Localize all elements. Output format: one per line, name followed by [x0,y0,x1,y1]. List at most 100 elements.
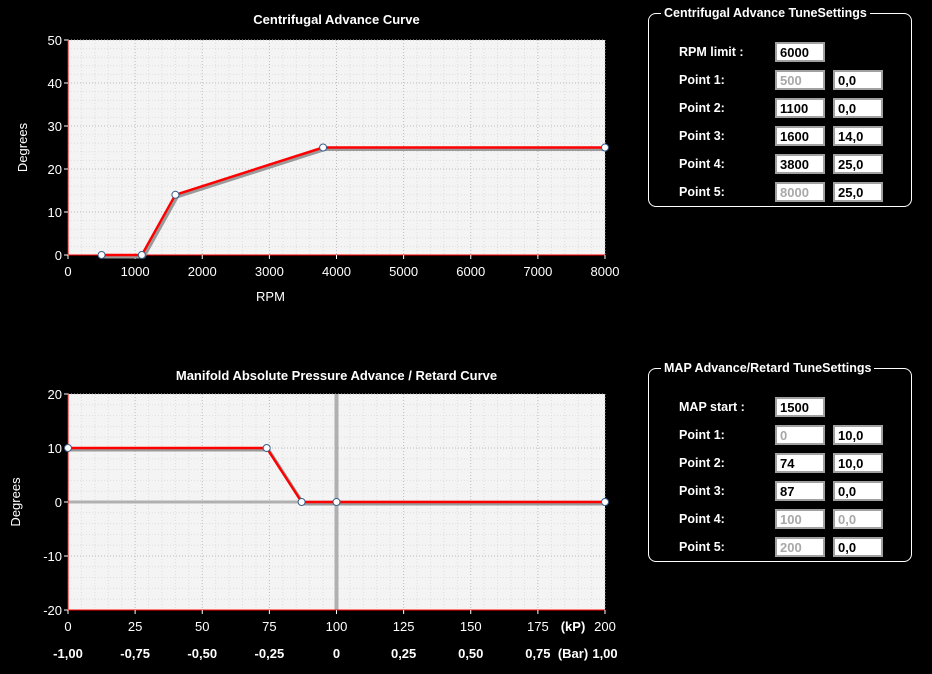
data-point [601,498,609,506]
y-tick-label: 40 [48,76,62,91]
y-tick-label: 30 [48,119,62,134]
x-tick-label: 5000 [389,264,418,279]
map-point-2-row: Point 2: [649,453,911,475]
map-point-2-degrees-field[interactable] [833,453,883,473]
data-point [319,143,328,152]
map-point-4-degrees-field [833,509,883,529]
data-point [64,444,72,452]
y-axis-label: Degrees [15,122,30,172]
map-start-field[interactable] [775,397,825,417]
x-tick-label: 75 [262,619,276,634]
y-tick-label: 10 [48,205,62,220]
x-tick-label: 2000 [188,264,217,279]
map-point-1-degrees-field[interactable] [833,425,883,445]
x-tick-label-secondary: 0,50 [458,646,483,661]
x-tick-label: 175 [527,619,549,634]
centrifugal-point-4-rpm-field[interactable] [775,154,825,174]
centrifugal-point-4-row: Point 4: [649,154,911,176]
centrifugal-point-1-rpm-field [775,70,825,90]
x-tick-label: 0 [64,619,71,634]
x-tick-label-secondary: 0,75 [525,646,550,661]
y-tick-label: 0 [55,495,62,510]
x-tick-label: 4000 [322,264,351,279]
x-tick-label: 200 [594,619,616,634]
centrifugal-point-3-label: Point 3: [679,129,725,143]
map-start-label: MAP start : [679,400,745,414]
centrifugal-point-2-rpm-field[interactable] [775,98,825,118]
centrifugal-settings-legend: Centrifugal Advance TuneSettings [664,6,867,20]
map-point-5-kp-field [775,537,825,557]
data-point [97,251,106,259]
rpm-limit-field[interactable] [775,42,825,62]
y-tick-label: 0 [55,248,62,263]
x-tick-label-secondary: 0,25 [391,646,416,661]
y-tick-label: -20 [43,603,62,618]
map-point-1-label: Point 1: [679,428,725,442]
centrifugal-point-5-label: Point 5: [679,185,725,199]
centrifugal-point-4-degrees-field[interactable] [833,154,883,174]
map-point-2-kp-field[interactable] [775,453,825,473]
map-point-4-kp-field [775,509,825,529]
x-unit-primary: (kP) [561,619,586,634]
x-tick-label: 25 [128,619,142,634]
centrifugal-point-4-label: Point 4: [679,157,725,171]
map-point-1-row: Point 1: [649,425,911,447]
centrifugal-tune-settings-panel: Centrifugal Advance TuneSettings RPM lim… [648,6,912,207]
map-point-2-label: Point 2: [679,456,725,470]
map-point-3-degrees-field[interactable] [833,481,883,501]
map-point-5-label: Point 5: [679,540,725,554]
x-tick-label: 7000 [523,264,552,279]
centrifugal-point-5-row: Point 5: [649,182,911,204]
rpm-limit-row: RPM limit : [649,42,911,64]
map-point-1-kp-field [775,425,825,445]
x-tick-label: 100 [326,619,348,634]
centrifugal-point-1-row: Point 1: [649,70,911,92]
x-tick-label: 0 [64,264,71,279]
map-settings-legend: MAP Advance/Retard TuneSettings [664,361,872,375]
y-tick-label: 50 [48,33,62,48]
centrifugal-point-3-row: Point 3: [649,126,911,148]
data-point [137,251,146,259]
y-tick-label: 20 [48,387,62,402]
x-tick-label-secondary: -1,00 [53,646,83,661]
map-start-row: MAP start : [649,397,911,419]
centrifugal-point-3-rpm-field[interactable] [775,126,825,146]
x-tick-label-secondary: -0,25 [255,646,285,661]
centrifugal-point-3-degrees-field[interactable] [833,126,883,146]
x-tick-label-secondary: 1,00 [592,646,617,661]
x-tick-label-secondary: 0 [333,646,340,661]
y-tick-label: 20 [48,162,62,177]
chart-title: Manifold Absolute Pressure Advance / Ret… [176,368,497,383]
centrifugal-point-2-label: Point 2: [679,101,725,115]
x-tick-label-secondary: -0,50 [187,646,217,661]
map-point-3-kp-field[interactable] [775,481,825,501]
chart-title: Centrifugal Advance Curve [253,12,419,27]
centrifugal-point-1-label: Point 1: [679,73,725,87]
data-point [171,190,180,199]
x-tick-label: 1000 [121,264,150,279]
x-axis-label: RPM [256,289,285,304]
map-point-3-row: Point 3: [649,481,911,503]
map-point-4-label: Point 4: [679,512,725,526]
y-axis-label: Degrees [8,477,23,527]
data-point [262,444,271,452]
x-tick-label: 8000 [591,264,620,279]
y-tick-label: 10 [48,441,62,456]
map-point-5-row: Point 5: [649,537,911,559]
x-unit-secondary: (Bar) [558,646,588,661]
centrifugal-point-2-degrees-field[interactable] [833,98,883,118]
data-point [297,498,306,506]
centrifugal-point-1-degrees-field[interactable] [833,70,883,90]
x-tick-label: 125 [393,619,415,634]
x-tick-label: 3000 [255,264,284,279]
centrifugal-point-5-rpm-field [775,182,825,202]
centrifugal-point-5-degrees-field[interactable] [833,182,883,202]
rpm-limit-label: RPM limit : [679,45,744,59]
x-tick-label: 50 [195,619,209,634]
centrifugal-point-2-row: Point 2: [649,98,911,120]
data-point [332,498,341,506]
map-point-4-row: Point 4: [649,509,911,531]
map-point-5-degrees-field[interactable] [833,537,883,557]
